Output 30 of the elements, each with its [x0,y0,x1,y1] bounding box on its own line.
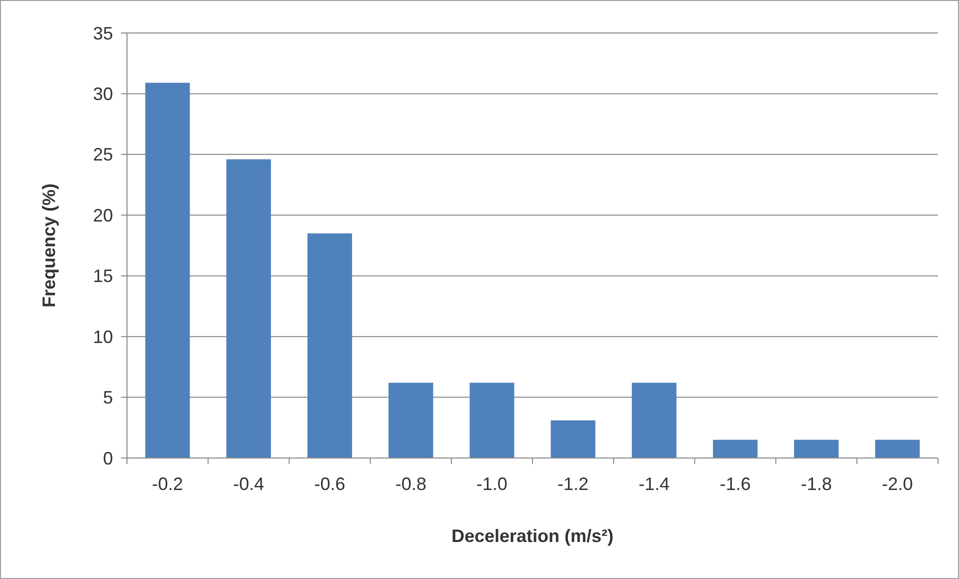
bar [632,382,676,458]
bar [794,440,839,458]
bar [470,382,514,458]
bar [226,159,271,458]
y-tick-label: 30 [92,84,113,104]
bar [550,420,596,458]
bar [388,382,434,458]
y-tick-label: 15 [92,266,113,286]
bar [712,440,758,458]
bar [307,233,352,458]
x-tick-label: -2.0 [882,474,913,494]
y-tick-label: 25 [92,144,113,165]
x-tick-label: -0.2 [152,474,184,494]
x-tick-label: -0.6 [314,474,346,494]
x-tick-label: -1.6 [720,474,751,494]
x-tick-label: -0.8 [395,474,426,494]
x-tick-label: -1.2 [558,474,589,494]
y-tick-label: 20 [92,205,113,226]
x-tick-label: -1.8 [800,474,832,494]
y-axis-title: Frequency (%) [39,183,59,308]
y-tick-label: 0 [102,448,113,468]
x-tick-label: -1.0 [476,474,508,494]
x-axis-title: Deceleration (m/s²) [451,526,614,546]
y-tick-label: 5 [102,388,113,408]
y-tick-label: 35 [92,23,113,44]
x-tick-label: -0.4 [233,474,264,494]
bar [145,82,190,458]
x-tick-label: -1.4 [638,474,670,494]
bar [875,440,920,458]
y-tick-label: 10 [92,326,113,347]
